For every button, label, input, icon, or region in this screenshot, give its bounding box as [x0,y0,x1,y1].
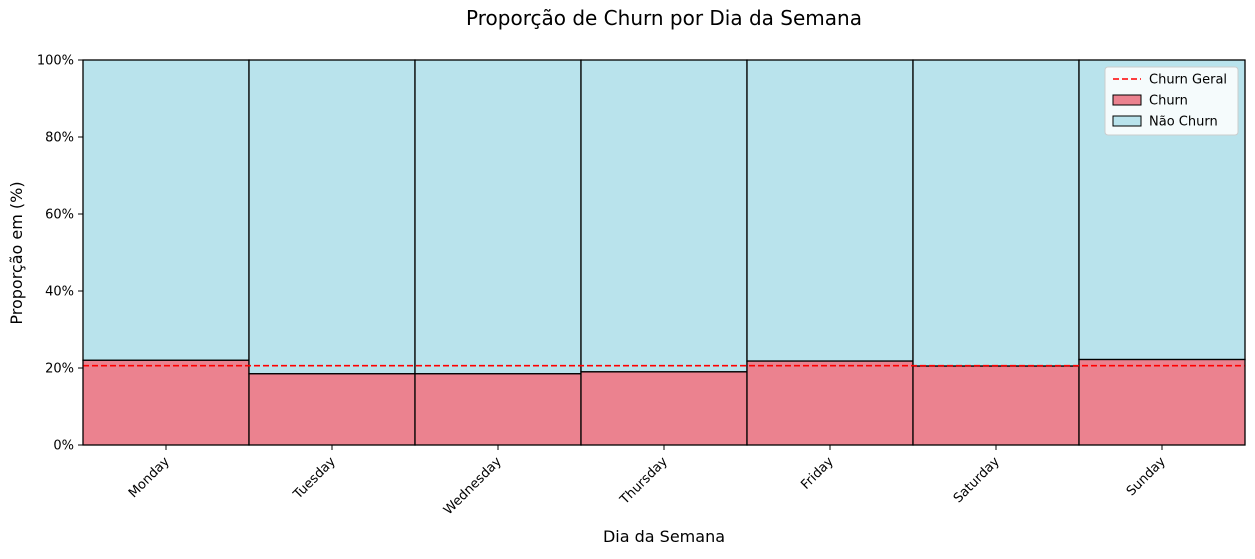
legend-swatch-nao-churn [1112,115,1142,127]
y-tick-label: 60% [45,208,74,223]
bar-nao-churn-tuesday [248,59,416,375]
x-tick-label: Wednesday [441,454,505,518]
bar-churn-wednesday [414,373,582,446]
legend-label-churn-geral: Churn Geral [1149,73,1227,88]
legend-label-churn: Churn [1149,94,1188,109]
bar-nao-churn-wednesday [414,59,582,375]
legend: Churn Geral Churn Não Churn [1104,66,1239,136]
legend-label-nao-churn: Não Churn [1149,115,1218,130]
bar-churn-sunday [1078,358,1246,446]
x-axis-label: Dia da Semana [603,527,725,546]
y-tick-label: 0% [53,439,74,454]
bar-churn-tuesday [248,373,416,446]
y-tick-label: 100% [37,54,74,69]
x-tick-label: Tuesday [290,454,339,503]
legend-swatch-churn [1112,94,1142,106]
x-tick-label: Sunday [1124,454,1169,499]
bar-nao-churn-monday [82,59,250,361]
x-tick-label: Monday [126,454,173,501]
chart-title: Proporção de Churn por Dia da Semana [466,6,862,30]
y-tick-label: 20% [45,362,74,377]
bar-churn-thursday [580,371,748,446]
bar-nao-churn-thursday [580,59,748,373]
x-tick-label: Saturday [951,454,1003,506]
y-axis-label: Proporção em (%) [7,181,26,324]
y-tick-label: 40% [45,285,74,300]
bar-churn-saturday [912,365,1080,446]
bar-nao-churn-saturday [912,59,1080,367]
x-tick-label: Thursday [617,454,671,508]
bar-nao-churn-friday [746,59,914,362]
y-tick-label: 80% [45,131,74,146]
bar-churn-monday [82,359,250,446]
x-tick-label: Friday [798,454,837,493]
plot-area: 0% 20% 40% 60% 80% 100% Monday Tuesday Wednesday… [37,54,1246,518]
bar-churn-friday [746,360,914,446]
